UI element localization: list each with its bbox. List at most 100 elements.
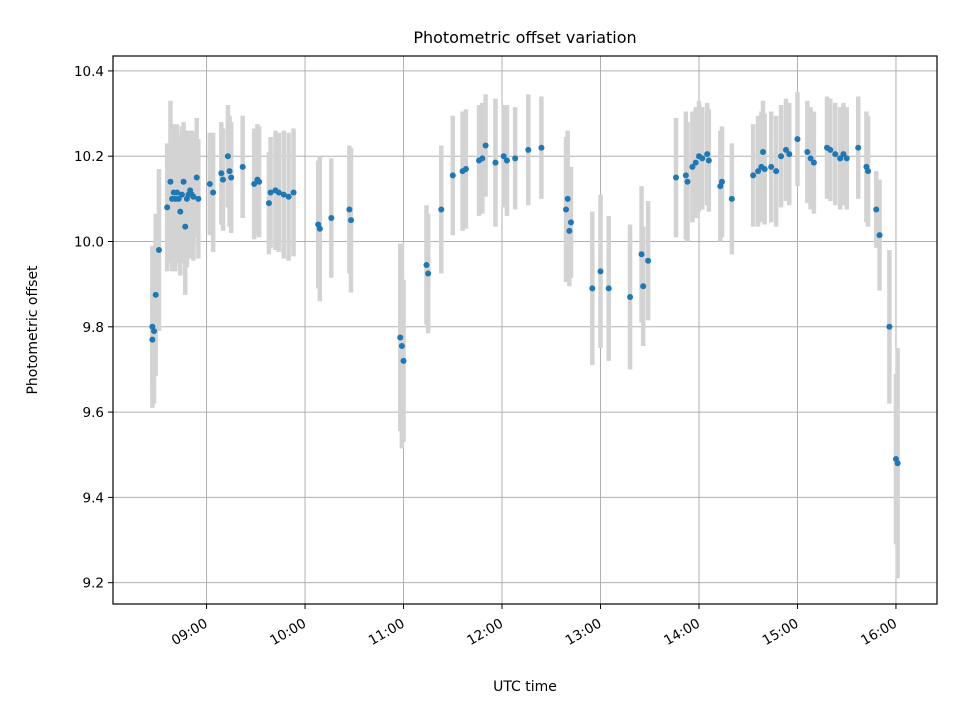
data-point xyxy=(682,172,689,179)
data-point xyxy=(512,155,519,162)
data-point xyxy=(566,227,573,234)
data-point xyxy=(827,146,834,153)
y-tick-label: 9.4 xyxy=(83,490,104,506)
data-point xyxy=(210,189,217,196)
data-point xyxy=(843,155,850,162)
data-point xyxy=(760,148,767,155)
y-tick-label: 10.4 xyxy=(74,64,104,80)
data-point xyxy=(328,215,335,222)
data-point xyxy=(807,155,814,162)
data-point xyxy=(597,268,604,275)
data-point xyxy=(265,200,272,207)
data-point xyxy=(195,195,202,202)
data-point xyxy=(876,232,883,239)
y-tick-label: 10.0 xyxy=(74,235,104,251)
data-point xyxy=(645,257,652,264)
data-point xyxy=(673,174,680,181)
data-points xyxy=(149,136,901,467)
data-point xyxy=(563,206,570,213)
data-point xyxy=(228,174,235,181)
data-point xyxy=(794,136,801,143)
data-point xyxy=(224,153,231,160)
plot-frame xyxy=(112,55,938,605)
data-point xyxy=(400,357,407,364)
data-point xyxy=(219,176,226,183)
y-tick-label: 9.8 xyxy=(83,320,104,336)
data-point xyxy=(149,336,156,343)
data-point xyxy=(226,168,233,175)
data-point xyxy=(837,155,844,162)
data-point xyxy=(275,189,282,196)
data-point xyxy=(564,195,571,202)
data-point xyxy=(538,144,545,151)
data-point xyxy=(267,189,274,196)
data-point xyxy=(346,206,353,213)
data-point xyxy=(804,148,811,155)
data-point xyxy=(167,178,174,185)
data-point xyxy=(348,217,355,224)
y-tick-label: 9.6 xyxy=(83,405,104,421)
data-point xyxy=(773,168,780,175)
x-axis-label: UTC time xyxy=(493,679,557,695)
data-point xyxy=(151,328,158,335)
data-point xyxy=(640,283,647,290)
data-point xyxy=(718,178,725,185)
y-axis-label: Photometric offset xyxy=(25,265,41,395)
data-point xyxy=(398,342,405,349)
data-point xyxy=(280,191,287,198)
data-point xyxy=(174,189,181,196)
chart-title: Photometric offset variation xyxy=(413,28,636,47)
data-point xyxy=(492,159,499,166)
data-point xyxy=(500,153,507,160)
data-point xyxy=(190,193,197,200)
data-point xyxy=(768,163,775,170)
data-point xyxy=(855,144,862,151)
data-point xyxy=(865,168,872,175)
data-point xyxy=(873,206,880,213)
data-point xyxy=(180,178,187,185)
data-point xyxy=(316,225,323,232)
data-point xyxy=(699,155,706,162)
data-point xyxy=(894,460,901,467)
data-point xyxy=(479,155,486,162)
grid xyxy=(113,56,937,604)
data-point xyxy=(152,291,159,298)
data-point xyxy=(692,159,699,166)
data-point xyxy=(705,157,712,164)
data-point xyxy=(462,166,469,173)
data-point xyxy=(449,172,456,179)
y-tick-label: 9.2 xyxy=(83,576,104,592)
data-point xyxy=(689,163,696,170)
data-point xyxy=(178,191,185,198)
data-point xyxy=(761,166,768,173)
data-point xyxy=(182,223,189,230)
data-point xyxy=(397,334,404,341)
data-point xyxy=(425,270,432,277)
data-point xyxy=(840,151,847,158)
data-point xyxy=(206,180,213,187)
data-point xyxy=(482,142,489,149)
data-point xyxy=(755,168,762,175)
data-point xyxy=(256,178,263,185)
data-point xyxy=(175,195,182,202)
y-axis-ticks: 9.2 9.4 9.6 9.8 10.0 10.2 10.4 xyxy=(74,64,113,592)
data-point xyxy=(423,261,430,268)
data-point xyxy=(627,293,634,300)
data-point xyxy=(525,146,532,153)
data-point xyxy=(605,285,612,292)
data-point xyxy=(177,208,184,215)
data-point xyxy=(786,151,793,158)
data-point xyxy=(164,204,171,211)
data-point xyxy=(285,193,292,200)
data-point xyxy=(155,247,162,254)
data-point xyxy=(251,180,258,187)
data-point xyxy=(728,195,735,202)
data-point xyxy=(704,151,711,158)
data-point xyxy=(239,163,246,170)
data-point xyxy=(778,153,785,160)
data-point xyxy=(782,146,789,153)
data-point xyxy=(810,159,817,166)
data-point xyxy=(503,157,510,164)
data-point xyxy=(438,206,445,213)
